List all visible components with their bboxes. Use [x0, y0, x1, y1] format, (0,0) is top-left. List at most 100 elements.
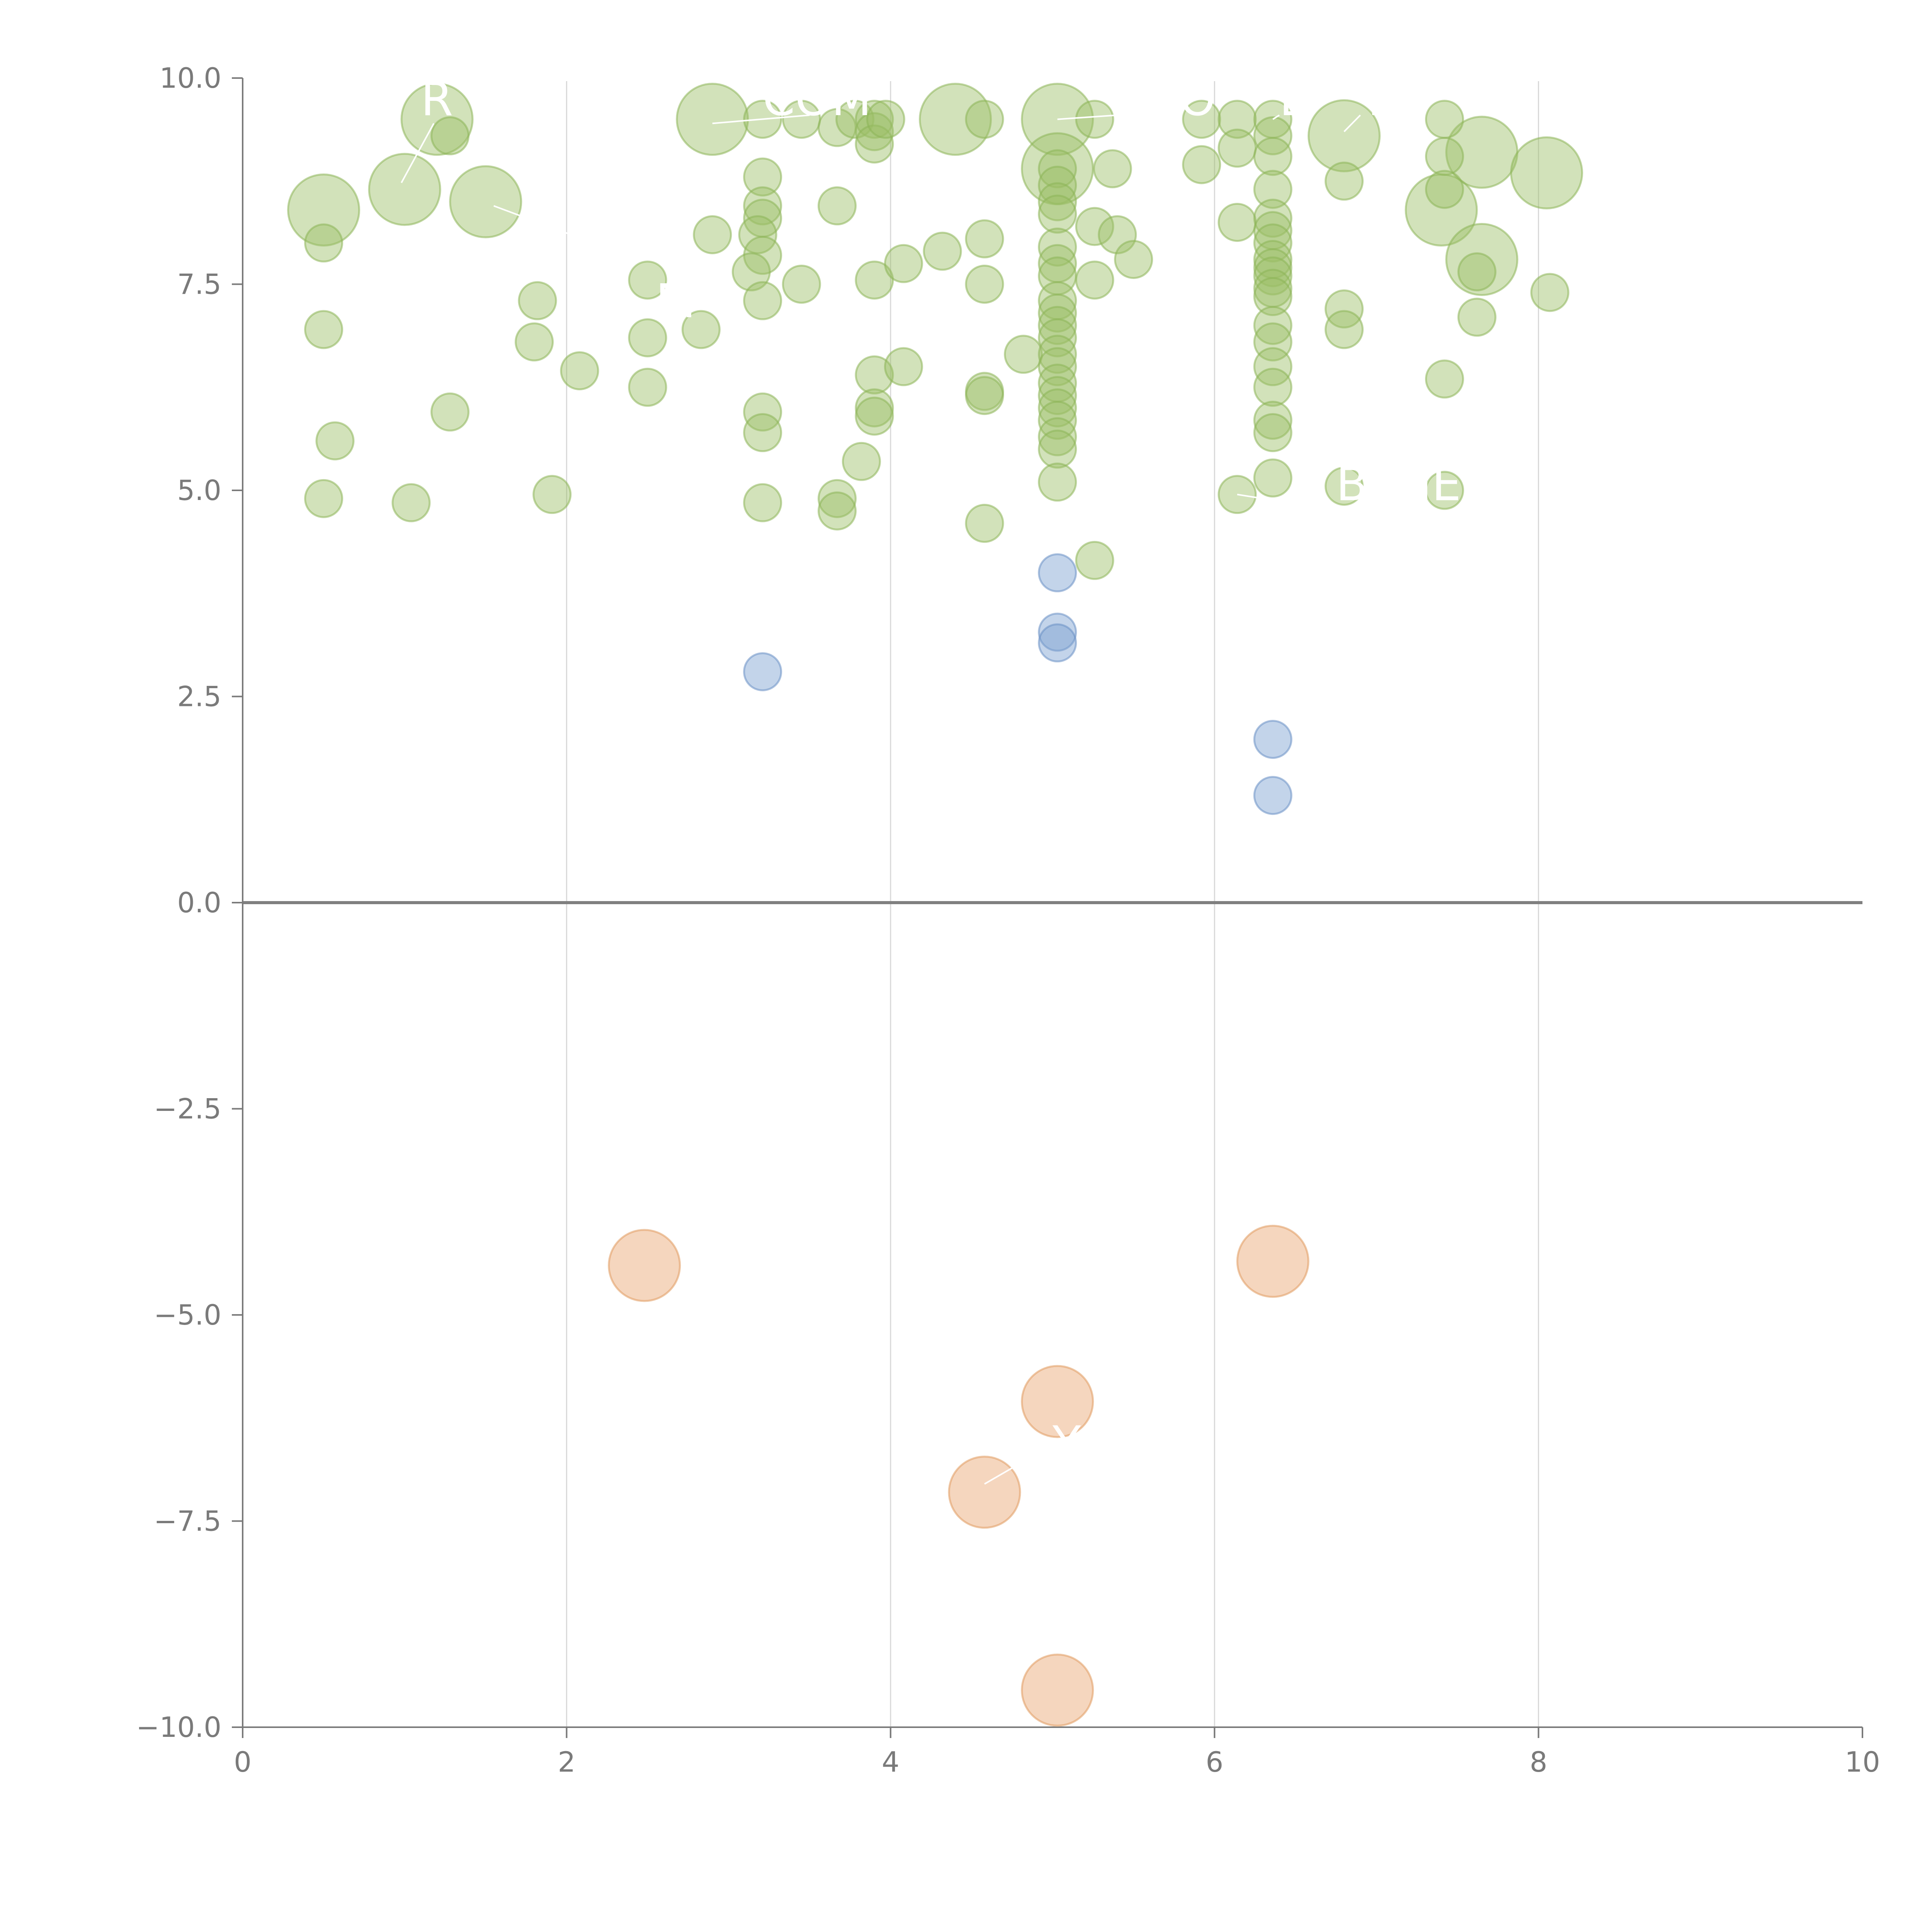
point-label: Y	[1052, 1417, 1081, 1470]
data-point-green	[1253, 116, 1293, 155]
label-leader-line	[493, 205, 616, 252]
data-point-green	[855, 388, 894, 428]
data-point-green	[817, 479, 857, 518]
data-point-green	[693, 215, 732, 254]
y-tick-label: −10.0	[136, 1711, 221, 1743]
data-point-green	[315, 421, 355, 461]
data-point-green	[628, 367, 667, 407]
data-point-green	[1038, 388, 1077, 428]
y-tick-label: 0.0	[177, 886, 221, 919]
data-point-green	[1182, 100, 1221, 139]
label-leader-line	[1344, 114, 1361, 133]
data-point-green	[743, 186, 782, 226]
data-point-blue	[1038, 623, 1077, 663]
data-point-green	[1445, 223, 1519, 296]
label-leader-line	[1272, 114, 1280, 120]
data-point-green	[1038, 318, 1077, 357]
data-point-green	[965, 100, 1004, 139]
data-point-green	[1325, 289, 1364, 329]
data-point-green	[1075, 100, 1114, 139]
y-tick-label: −7.5	[154, 1505, 221, 1537]
data-point-green	[884, 244, 923, 283]
data-point-green	[965, 503, 1004, 543]
label-leader-line	[1057, 114, 1117, 120]
data-point-green	[1093, 149, 1132, 189]
data-point-blue	[1038, 612, 1077, 652]
data-point-green	[1253, 137, 1293, 176]
data-point-green	[400, 83, 474, 156]
data-point-green	[628, 318, 667, 357]
data-point-green	[1253, 401, 1293, 440]
data-point-green	[1004, 335, 1043, 374]
data-point-green	[743, 281, 782, 320]
y-tick-label: 2.5	[177, 680, 221, 713]
data-point-green	[1510, 136, 1583, 209]
data-point-green	[743, 413, 782, 452]
data-point-green	[1218, 202, 1257, 242]
data-point-green	[1325, 466, 1364, 506]
data-point-green	[1325, 310, 1364, 349]
point-label: SO	[1150, 73, 1216, 126]
data-point-green	[1098, 215, 1137, 254]
data-point-green	[1308, 99, 1381, 172]
data-point-green	[743, 483, 782, 522]
data-point-green	[842, 442, 881, 481]
y-tick-label: 7.5	[177, 268, 221, 301]
data-point-green	[855, 260, 894, 300]
data-point-green	[1253, 367, 1293, 407]
data-point-green	[1038, 347, 1077, 386]
x-tick-label: 2	[558, 1746, 575, 1778]
data-point-green	[782, 265, 821, 304]
point-labels: R COM SO L T M BENEFIT Y	[401, 73, 1530, 1485]
data-point-green	[1038, 165, 1077, 205]
data-point-orange	[608, 1229, 681, 1302]
data-point-green	[965, 265, 1004, 304]
data-point-green	[1253, 277, 1293, 316]
data-point-green	[1038, 401, 1077, 440]
data-point-green	[1038, 182, 1077, 221]
data-point-green	[1530, 273, 1570, 312]
data-point-green	[1038, 194, 1077, 234]
data-point-green	[965, 219, 1004, 259]
data-point-green	[560, 351, 599, 391]
data-point-blue	[743, 652, 782, 691]
axes: 10.0 7.5 5.0 2.5 0.0 −2.5 −5.0 −7.5 −10.0 0 2 4 6 8 10	[136, 62, 1880, 1778]
y-tick-label: −2.5	[154, 1093, 221, 1125]
data-point-green	[681, 310, 721, 349]
data-point-green	[1425, 170, 1464, 209]
data-point-green	[449, 165, 522, 238]
data-point-green	[1253, 256, 1293, 296]
data-point-green	[1253, 347, 1293, 386]
data-point-green	[1038, 417, 1077, 456]
data-point-green	[1038, 335, 1077, 374]
point-label: L	[1279, 73, 1305, 126]
x-tick-label: 0	[234, 1746, 252, 1778]
data-point-green	[304, 223, 344, 263]
data-point-blue	[1253, 776, 1293, 815]
data-point-green	[855, 355, 894, 395]
y-tick-label: 10.0	[160, 62, 221, 94]
data-point-orange	[1236, 1225, 1310, 1298]
data-point-green	[532, 475, 572, 514]
point-label: COM	[763, 73, 872, 126]
data-point-green	[743, 392, 782, 432]
data-point-green	[1218, 128, 1257, 168]
data-point-green	[430, 116, 470, 155]
data-point-green	[1075, 207, 1114, 246]
data-point-green	[965, 376, 1004, 415]
data-point-green	[817, 491, 857, 531]
data-point-green	[1425, 100, 1464, 139]
data-point-green	[287, 173, 361, 247]
data-point-green	[731, 252, 771, 291]
data-point-green	[817, 186, 857, 226]
x-tick-label: 10	[1845, 1746, 1880, 1778]
data-point-green	[391, 483, 431, 522]
data-point-green	[1425, 471, 1464, 510]
data-point-green	[1038, 306, 1077, 345]
data-point-green	[1253, 170, 1293, 209]
point-label: BENEFIT	[1336, 458, 1530, 512]
data-point-green	[1253, 413, 1293, 452]
x-tick-label: 8	[1530, 1746, 1548, 1778]
data-point-green	[1038, 149, 1077, 189]
point-label: T	[1360, 73, 1389, 126]
